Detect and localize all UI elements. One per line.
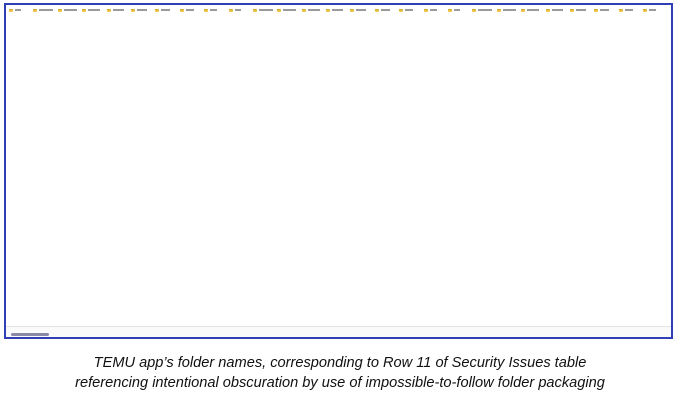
folder-name bbox=[624, 7, 633, 13]
figure-caption: TEMU app’s folder names, corresponding t… bbox=[0, 353, 680, 393]
folder-item[interactable] bbox=[57, 7, 81, 13]
folder-icon bbox=[57, 8, 62, 12]
folder-name bbox=[39, 7, 54, 13]
folder-icon bbox=[643, 8, 648, 12]
folder-item[interactable] bbox=[642, 7, 666, 13]
folder-icon bbox=[399, 8, 404, 12]
folder-item[interactable] bbox=[228, 7, 252, 13]
folder-name bbox=[185, 7, 194, 13]
folder-name bbox=[502, 7, 516, 13]
folder-item[interactable] bbox=[252, 7, 276, 13]
folder-name bbox=[136, 7, 147, 13]
folder-icon bbox=[301, 8, 306, 12]
folder-name bbox=[161, 7, 171, 13]
folder-item[interactable] bbox=[32, 7, 56, 13]
caption-line-1: TEMU app’s folder names, corresponding t… bbox=[93, 355, 587, 371]
folder-name bbox=[15, 7, 21, 13]
folder-icon bbox=[594, 8, 599, 12]
folder-icon bbox=[9, 8, 13, 12]
folder-name bbox=[429, 7, 437, 13]
folder-name bbox=[551, 7, 563, 13]
folder-name bbox=[575, 7, 586, 13]
folder-icon bbox=[496, 8, 501, 12]
folder-item[interactable] bbox=[593, 7, 617, 13]
folder-item[interactable] bbox=[471, 7, 495, 13]
folder-name bbox=[63, 7, 77, 13]
folder-item[interactable] bbox=[106, 7, 130, 13]
status-bar bbox=[6, 326, 671, 337]
folder-icon bbox=[545, 8, 550, 12]
folder-icon bbox=[82, 8, 87, 12]
folder-item[interactable] bbox=[618, 7, 642, 13]
folder-icon bbox=[33, 8, 38, 12]
folder-icon bbox=[204, 8, 209, 12]
folder-item[interactable] bbox=[520, 7, 544, 13]
folder-name bbox=[210, 7, 218, 13]
folder-item[interactable] bbox=[545, 7, 569, 13]
folder-item[interactable] bbox=[276, 7, 300, 13]
folder-icon bbox=[350, 8, 355, 12]
folder-item[interactable] bbox=[374, 7, 398, 13]
folder-icon bbox=[228, 8, 233, 12]
folder-item[interactable] bbox=[154, 7, 178, 13]
folder-item[interactable] bbox=[81, 7, 105, 13]
folder-item[interactable] bbox=[423, 7, 447, 13]
folder-icon bbox=[179, 8, 184, 12]
folder-item[interactable] bbox=[447, 7, 471, 13]
folder-item[interactable] bbox=[203, 7, 227, 13]
folder-name bbox=[332, 7, 344, 13]
folder-name bbox=[307, 7, 320, 13]
folder-name bbox=[478, 7, 493, 13]
folder-name bbox=[88, 7, 101, 13]
horizontal-scrollbar[interactable] bbox=[11, 333, 49, 336]
folder-icon bbox=[277, 8, 282, 12]
folder-item[interactable] bbox=[325, 7, 349, 13]
folder-item[interactable] bbox=[349, 7, 373, 13]
folder-item[interactable] bbox=[8, 7, 32, 13]
folder-icon bbox=[569, 8, 574, 12]
folder-item[interactable] bbox=[301, 7, 325, 13]
folder-name bbox=[649, 7, 657, 13]
folder-name bbox=[283, 7, 297, 13]
folder-icon bbox=[155, 8, 160, 12]
folder-icon bbox=[448, 8, 453, 12]
folder-name bbox=[454, 7, 461, 13]
folder-name bbox=[112, 7, 124, 13]
folder-icon bbox=[472, 8, 477, 12]
folder-name bbox=[380, 7, 390, 13]
folder-item[interactable] bbox=[398, 7, 422, 13]
folder-icon bbox=[326, 8, 331, 12]
folder-icon bbox=[618, 8, 623, 12]
folder-name bbox=[600, 7, 610, 13]
folder-icon bbox=[106, 8, 111, 12]
folder-name bbox=[356, 7, 367, 13]
folder-item[interactable] bbox=[179, 7, 203, 13]
folder-name bbox=[234, 7, 241, 13]
folder-icon bbox=[130, 8, 135, 12]
folder-name bbox=[405, 7, 414, 13]
folder-icon bbox=[521, 8, 526, 12]
folder-icon bbox=[374, 8, 379, 12]
folder-name bbox=[258, 7, 273, 13]
file-explorer-window bbox=[4, 3, 673, 339]
folder-item[interactable] bbox=[496, 7, 520, 13]
folder-item[interactable] bbox=[130, 7, 154, 13]
folder-name bbox=[527, 7, 540, 13]
folder-icon bbox=[423, 8, 428, 12]
folder-item[interactable] bbox=[569, 7, 593, 13]
folder-list bbox=[8, 7, 670, 327]
folder-icon bbox=[252, 8, 257, 12]
caption-line-2: referencing intentional obscuration by u… bbox=[75, 375, 605, 391]
